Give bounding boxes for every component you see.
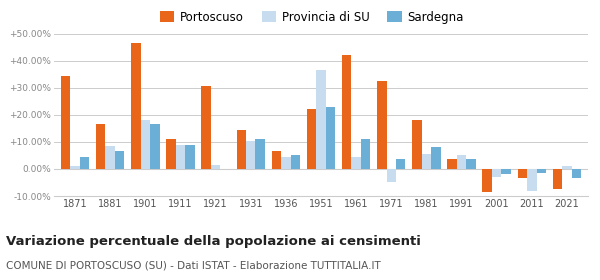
Bar: [386, 169, 396, 183]
Bar: [572, 169, 581, 178]
Bar: [211, 165, 220, 169]
Bar: [202, 87, 211, 169]
Bar: [431, 147, 440, 169]
Bar: [527, 169, 536, 191]
Bar: [272, 151, 281, 169]
Bar: [361, 139, 370, 169]
Bar: [236, 130, 246, 169]
Bar: [396, 160, 406, 169]
Text: COMUNE DI PORTOSCUSO (SU) - Dati ISTAT - Elaborazione TUTTITALIA.IT: COMUNE DI PORTOSCUSO (SU) - Dati ISTAT -…: [6, 260, 381, 270]
Bar: [447, 160, 457, 169]
Bar: [352, 157, 361, 169]
Bar: [457, 155, 466, 169]
Bar: [342, 55, 352, 169]
Bar: [106, 146, 115, 169]
Bar: [185, 144, 195, 169]
Bar: [466, 160, 476, 169]
Bar: [377, 81, 386, 169]
Bar: [412, 120, 422, 169]
Bar: [281, 157, 290, 169]
Bar: [553, 169, 562, 189]
Bar: [176, 144, 185, 169]
Bar: [562, 166, 572, 169]
Bar: [482, 169, 492, 192]
Bar: [115, 151, 124, 169]
Bar: [166, 139, 176, 169]
Bar: [70, 166, 80, 169]
Bar: [150, 124, 160, 169]
Bar: [246, 141, 256, 169]
Bar: [131, 43, 140, 169]
Bar: [96, 124, 106, 169]
Bar: [290, 155, 300, 169]
Bar: [518, 169, 527, 178]
Bar: [502, 169, 511, 174]
Bar: [326, 107, 335, 169]
Bar: [307, 109, 316, 169]
Bar: [140, 120, 150, 169]
Bar: [256, 139, 265, 169]
Legend: Portoscuso, Provincia di SU, Sardegna: Portoscuso, Provincia di SU, Sardegna: [155, 6, 469, 28]
Bar: [422, 154, 431, 169]
Bar: [61, 76, 70, 169]
Bar: [80, 157, 89, 169]
Text: Variazione percentuale della popolazione ai censimenti: Variazione percentuale della popolazione…: [6, 235, 421, 248]
Bar: [536, 169, 546, 173]
Bar: [316, 70, 326, 169]
Bar: [492, 169, 502, 177]
